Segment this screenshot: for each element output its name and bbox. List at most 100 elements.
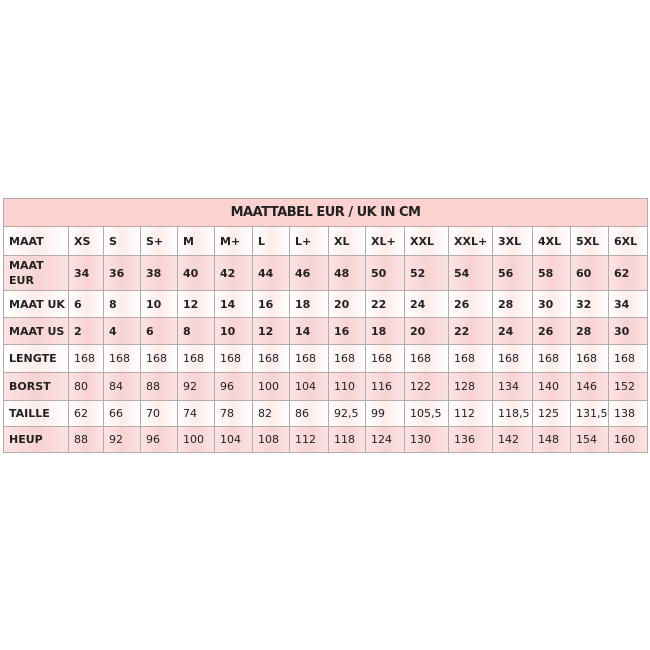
table-cell: 20 [328,290,366,318]
table-cell: 28 [570,317,609,345]
table-cell: 38 [140,255,178,291]
row-label: MAAT EUR [3,255,69,291]
table-row: LENGTE 168 168 168 168 168 168 168 168 168 168 168 1… [3,344,649,373]
size-header-cell: 5XL [570,226,609,256]
row-label: MAAT UK [3,290,69,318]
table-cell: 14 [289,317,329,345]
table-cell: 168 [492,344,533,373]
size-header-cell: XL [328,226,366,256]
table-cell: 12 [252,317,290,345]
row-label: MAAT [3,226,69,256]
table-cell: 92 [103,426,141,453]
table-cell: 168 [532,344,571,373]
table-title: MAATTABEL EUR / UK IN CM [2,198,649,227]
table-cell: 105,5 [404,400,449,427]
table-cell: 168 [289,344,329,373]
table-cell: 26 [448,290,493,318]
size-header-cell: XXL [404,226,449,256]
table-cell: 112 [289,426,329,453]
table-cell: 125 [532,400,571,427]
table-cell: 24 [492,317,533,345]
table-cell: 46 [289,255,329,291]
size-header-cell: L+ [289,226,329,256]
header-row: MAAT XS S S+ M M+ L L+ XL XL+ XXL XXL+ 3XL 4XL 5XL 6XL [3,226,649,256]
table-cell: 118 [328,426,366,453]
size-header-cell: 3XL [492,226,533,256]
table-cell: 168 [68,344,104,373]
table-cell: 104 [289,372,329,401]
table-cell: 100 [177,426,215,453]
table-cell: 74 [177,400,215,427]
table-cell: 22 [448,317,493,345]
size-header-cell: 4XL [532,226,571,256]
table-cell: 168 [214,344,253,373]
table-cell: 104 [214,426,253,453]
table-cell: 66 [103,400,141,427]
table-cell: 36 [103,255,141,291]
table-cell: 168 [103,344,141,373]
table-cell: 130 [404,426,449,453]
table-cell: 134 [492,372,533,401]
table-cell: 146 [570,372,609,401]
table-cell: 30 [532,290,571,318]
table-cell: 62 [68,400,104,427]
table-row: MAAT US 2 4 6 8 10 12 14 16 18 20 22 24 26 28 30 [3,317,649,345]
size-header-cell: S [103,226,141,256]
table-cell: 142 [492,426,533,453]
table-cell: 22 [365,290,405,318]
size-header-cell: S+ [140,226,178,256]
table-cell: 62 [607,255,649,291]
size-header-cell: 6XL [607,226,649,256]
table-cell: 14 [214,290,253,318]
row-label: BORST [3,372,69,401]
table-cell: 8 [103,290,141,318]
table-cell: 138 [607,400,649,427]
table-cell: 128 [448,372,493,401]
table-cell: 148 [532,426,571,453]
table-cell: 80 [68,372,104,401]
table-cell: 44 [252,255,290,291]
table-cell: 54 [448,255,493,291]
table-cell: 16 [328,317,366,345]
size-header-cell: M+ [214,226,253,256]
table-cell: 26 [532,317,571,345]
table-cell: 84 [103,372,141,401]
table-cell: 96 [140,426,178,453]
table-cell: 110 [328,372,366,401]
size-header-cell: L [252,226,290,256]
table-cell: 32 [570,290,609,318]
table-cell: 50 [365,255,405,291]
table-cell: 40 [177,255,215,291]
table-cell: 131,5 [570,400,609,427]
table-cell: 88 [68,426,104,453]
table-cell: 160 [607,426,649,453]
table-cell: 10 [214,317,253,345]
table-cell: 168 [252,344,290,373]
title-row: MAATTABEL EUR / UK IN CM [2,198,649,227]
table-cell: 34 [68,255,104,291]
table-cell: 168 [570,344,609,373]
table-cell: 28 [492,290,533,318]
table-cell: 140 [532,372,571,401]
size-chart-table: MAATTABEL EUR / UK IN CM MAAT XS S S+ M M+ L L+… [2,198,649,453]
size-header-cell: XL+ [365,226,405,256]
table-cell: 92,5 [328,400,366,427]
size-header-cell: M [177,226,215,256]
table-cell: 100 [252,372,290,401]
table-row: MAAT EUR 34 36 38 40 42 44 46 48 50 52 54 56 58 60 62 [3,255,649,291]
table-cell: 122 [404,372,449,401]
table-cell: 18 [365,317,405,345]
table-cell: 152 [607,372,649,401]
table-cell: 99 [365,400,405,427]
row-label: TAILLE [3,400,69,427]
table-cell: 168 [177,344,215,373]
table-cell: 12 [177,290,215,318]
table-row: BORST 80 84 88 92 96 100 104 110 116 122 128 134 140 1… [3,372,649,401]
size-header-cell: XXL+ [448,226,493,256]
table-cell: 168 [607,344,649,373]
table-cell: 18 [289,290,329,318]
table-cell: 154 [570,426,609,453]
table-cell: 48 [328,255,366,291]
table-cell: 70 [140,400,178,427]
table-cell: 168 [328,344,366,373]
